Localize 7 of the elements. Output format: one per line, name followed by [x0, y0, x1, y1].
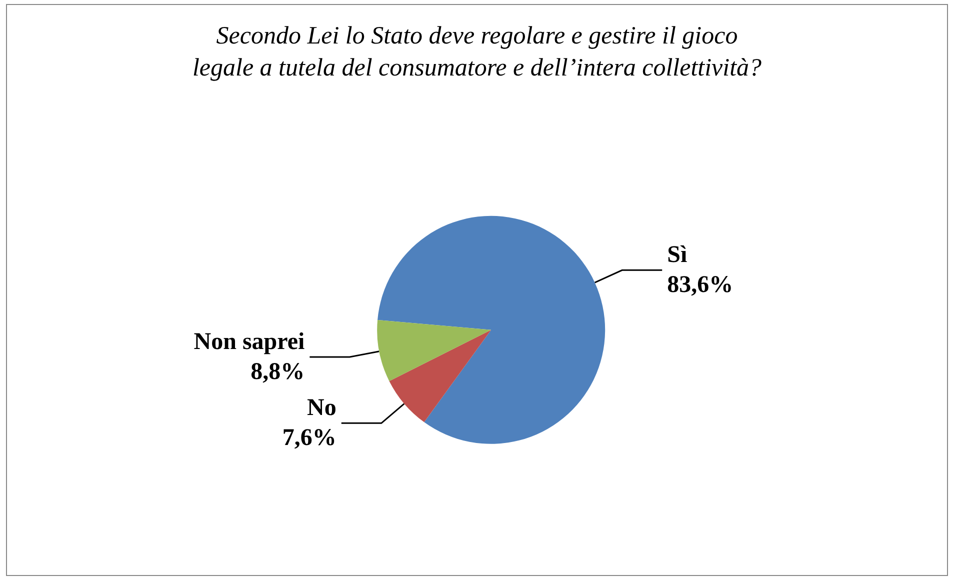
- chart-title: Secondo Lei lo Stato deve regolare e gestire il gioco legale a tutela del consumatore e dell’intera collettività?: [192, 22, 762, 82]
- data-label: 83,6%: [667, 272, 734, 298]
- slice-label: Non saprei: [194, 328, 305, 355]
- data-label: 7,6%: [282, 425, 336, 452]
- data-label: 8,8%: [250, 358, 305, 385]
- slice-label: No: [307, 395, 336, 422]
- slice-label: Sì: [667, 242, 688, 268]
